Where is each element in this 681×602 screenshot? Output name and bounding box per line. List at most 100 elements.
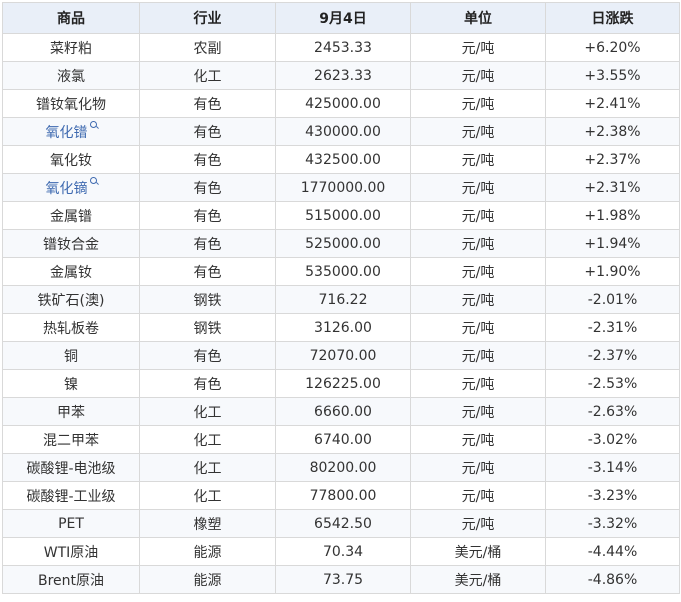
header-industry[interactable]: 行业 bbox=[139, 2, 276, 34]
header-unit[interactable]: 单位 bbox=[410, 2, 546, 34]
table-row: 热轧板卷 钢铁 3126.00 元/吨 -2.31% bbox=[2, 313, 680, 342]
table-row: 混二甲苯 化工 6740.00 元/吨 -3.02% bbox=[2, 425, 680, 454]
table-row: 氧化镝 有色 1770000.00 元/吨 +2.31% bbox=[2, 173, 680, 202]
change-cell: -2.31% bbox=[545, 313, 680, 342]
change-cell: -2.37% bbox=[545, 341, 680, 370]
unit-cell: 元/吨 bbox=[410, 173, 546, 202]
change-cell: +2.41% bbox=[545, 89, 680, 118]
unit-cell: 元/吨 bbox=[410, 509, 546, 538]
industry-cell: 有色 bbox=[139, 201, 276, 230]
change-cell: -2.63% bbox=[545, 397, 680, 426]
commodity-name-cell: 液氯 bbox=[2, 61, 140, 90]
price-cell: 80200.00 bbox=[275, 453, 411, 482]
table-row: 镨钕合金 有色 525000.00 元/吨 +1.94% bbox=[2, 229, 680, 258]
commodity-name-cell: WTI原油 bbox=[2, 537, 140, 566]
industry-cell: 有色 bbox=[139, 145, 276, 174]
commodity-name-cell[interactable]: 氧化镨 bbox=[2, 117, 140, 146]
price-cell: 6740.00 bbox=[275, 425, 411, 454]
table-row: 碳酸锂-工业级 化工 77800.00 元/吨 -3.23% bbox=[2, 481, 680, 510]
commodity-name-cell: 菜籽粕 bbox=[2, 33, 140, 62]
table-row: Brent原油 能源 73.75 美元/桶 -4.86% bbox=[2, 565, 680, 594]
price-cell: 73.75 bbox=[275, 565, 411, 594]
price-cell: 2453.33 bbox=[275, 33, 411, 62]
industry-cell: 橡塑 bbox=[139, 509, 276, 538]
industry-cell: 化工 bbox=[139, 397, 276, 426]
commodity-price-table: 商品 行业 9月4日 单位 日涨跌 菜籽粕 农副 2453.33 元/吨 +6.20% 液… bbox=[2, 2, 680, 594]
price-cell: 425000.00 bbox=[275, 89, 411, 118]
unit-cell: 元/吨 bbox=[410, 397, 546, 426]
unit-cell: 元/吨 bbox=[410, 201, 546, 230]
commodity-name-cell: 金属镨 bbox=[2, 201, 140, 230]
price-cell: 72070.00 bbox=[275, 341, 411, 370]
price-cell: 430000.00 bbox=[275, 117, 411, 146]
commodity-link[interactable]: 氧化镝 bbox=[45, 180, 88, 197]
header-commodity[interactable]: 商品 bbox=[2, 2, 140, 34]
commodity-link[interactable]: 氧化镨 bbox=[45, 124, 88, 141]
unit-cell: 元/吨 bbox=[410, 257, 546, 286]
price-cell: 716.22 bbox=[275, 285, 411, 314]
table-header-row: 商品 行业 9月4日 单位 日涨跌 bbox=[2, 2, 680, 34]
search-icon[interactable] bbox=[89, 176, 97, 184]
price-cell: 535000.00 bbox=[275, 257, 411, 286]
industry-cell: 化工 bbox=[139, 481, 276, 510]
industry-cell: 有色 bbox=[139, 117, 276, 146]
header-date[interactable]: 9月4日 bbox=[275, 2, 411, 34]
unit-cell: 元/吨 bbox=[410, 285, 546, 314]
unit-cell: 元/吨 bbox=[410, 453, 546, 482]
search-icon[interactable] bbox=[89, 120, 97, 128]
table-body: 菜籽粕 农副 2453.33 元/吨 +6.20% 液氯 化工 2623.33 元/吨 +3.55… bbox=[2, 33, 680, 594]
price-cell: 432500.00 bbox=[275, 145, 411, 174]
unit-cell: 元/吨 bbox=[410, 481, 546, 510]
price-cell: 1770000.00 bbox=[275, 173, 411, 202]
header-daily-change[interactable]: 日涨跌 bbox=[545, 2, 680, 34]
unit-cell: 元/吨 bbox=[410, 33, 546, 62]
table-row: WTI原油 能源 70.34 美元/桶 -4.44% bbox=[2, 537, 680, 566]
industry-cell: 钢铁 bbox=[139, 285, 276, 314]
unit-cell: 元/吨 bbox=[410, 369, 546, 398]
price-cell: 2623.33 bbox=[275, 61, 411, 90]
unit-cell: 美元/桶 bbox=[410, 537, 546, 566]
commodity-name-cell: 碳酸锂-工业级 bbox=[2, 481, 140, 510]
unit-cell: 元/吨 bbox=[410, 341, 546, 370]
price-cell: 3126.00 bbox=[275, 313, 411, 342]
price-cell: 6542.50 bbox=[275, 509, 411, 538]
industry-cell: 化工 bbox=[139, 61, 276, 90]
unit-cell: 元/吨 bbox=[410, 117, 546, 146]
change-cell: +1.90% bbox=[545, 257, 680, 286]
commodity-name-cell: 混二甲苯 bbox=[2, 425, 140, 454]
commodity-name-cell: 金属钕 bbox=[2, 257, 140, 286]
table-row: 金属钕 有色 535000.00 元/吨 +1.90% bbox=[2, 257, 680, 286]
commodity-name-cell: PET bbox=[2, 509, 140, 538]
unit-cell: 元/吨 bbox=[410, 61, 546, 90]
commodity-name-cell: 碳酸锂-电池级 bbox=[2, 453, 140, 482]
industry-cell: 能源 bbox=[139, 565, 276, 594]
commodity-name-cell[interactable]: 氧化镝 bbox=[2, 173, 140, 202]
change-cell: -4.44% bbox=[545, 537, 680, 566]
change-cell: +6.20% bbox=[545, 33, 680, 62]
change-cell: -2.53% bbox=[545, 369, 680, 398]
change-cell: -4.86% bbox=[545, 565, 680, 594]
table-row: 铁矿石(澳) 钢铁 716.22 元/吨 -2.01% bbox=[2, 285, 680, 314]
commodity-name-cell: 氧化钕 bbox=[2, 145, 140, 174]
price-cell: 126225.00 bbox=[275, 369, 411, 398]
table-row: 金属镨 有色 515000.00 元/吨 +1.98% bbox=[2, 201, 680, 230]
industry-cell: 有色 bbox=[139, 173, 276, 202]
change-cell: -3.02% bbox=[545, 425, 680, 454]
change-cell: +3.55% bbox=[545, 61, 680, 90]
change-cell: +2.37% bbox=[545, 145, 680, 174]
change-cell: +2.31% bbox=[545, 173, 680, 202]
industry-cell: 化工 bbox=[139, 425, 276, 454]
table-row: 铜有色 72070.00 元/吨 -2.37% bbox=[2, 341, 680, 370]
industry-cell: 有色 bbox=[139, 341, 276, 370]
commodity-name-cell: 镨钕氧化物 bbox=[2, 89, 140, 118]
table-row: 镍有色 126225.00 元/吨 -2.53% bbox=[2, 369, 680, 398]
industry-cell: 有色 bbox=[139, 257, 276, 286]
price-cell: 525000.00 bbox=[275, 229, 411, 258]
change-cell: -3.23% bbox=[545, 481, 680, 510]
commodity-name-cell: 铜 bbox=[2, 341, 140, 370]
commodity-name-cell: 甲苯 bbox=[2, 397, 140, 426]
price-cell: 77800.00 bbox=[275, 481, 411, 510]
commodity-name-cell: 热轧板卷 bbox=[2, 313, 140, 342]
industry-cell: 农副 bbox=[139, 33, 276, 62]
change-cell: +2.38% bbox=[545, 117, 680, 146]
